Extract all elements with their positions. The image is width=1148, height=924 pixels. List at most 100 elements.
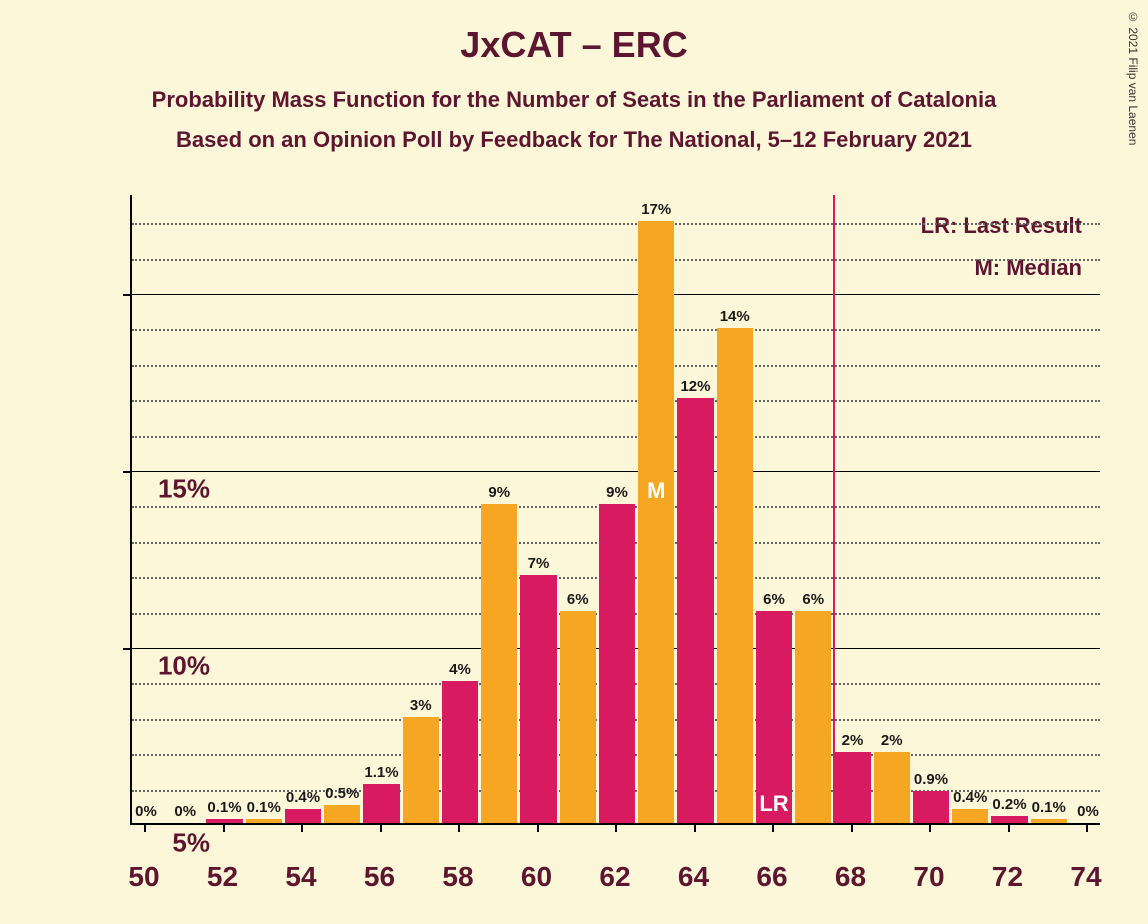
bar: 0.1% — [1031, 819, 1067, 823]
x-axis-label: 66 — [756, 861, 787, 893]
x-tick-mark — [694, 825, 696, 832]
bar: 2% — [834, 752, 870, 823]
bar-value-label: 17% — [641, 201, 671, 221]
x-tick-mark — [458, 825, 460, 832]
bar: 0.4% — [952, 809, 988, 823]
y-tick-mark — [123, 294, 130, 296]
x-tick-mark — [144, 825, 146, 832]
bar: 1.1% — [363, 784, 399, 823]
gridline-minor — [132, 436, 1100, 438]
bar-value-label: 0.1% — [1032, 799, 1066, 819]
bar: 6%LR — [756, 611, 792, 823]
bar: 0.2% — [991, 816, 1027, 823]
last-result-marker: LR — [759, 791, 788, 817]
x-tick-mark — [1086, 825, 1088, 832]
bar: 6% — [560, 611, 596, 823]
legend-m: M: Median — [921, 247, 1082, 289]
bar: 0.4% — [285, 809, 321, 823]
last-result-line — [833, 195, 835, 823]
bar: 7% — [520, 575, 556, 823]
gridline-major — [132, 471, 1100, 472]
bar-value-label: 9% — [488, 484, 510, 504]
x-axis-label: 70 — [913, 861, 944, 893]
x-tick-mark — [615, 825, 617, 832]
x-axis-label: 64 — [678, 861, 709, 893]
x-axis-label: 60 — [521, 861, 552, 893]
y-axis-label: 10% — [158, 651, 210, 682]
bar-value-label: 4% — [449, 661, 471, 681]
bar: 2% — [874, 752, 910, 823]
x-axis-label: 74 — [1070, 861, 1101, 893]
x-axis-label: 56 — [364, 861, 395, 893]
x-tick-mark — [537, 825, 539, 832]
bar-value-label: 3% — [410, 697, 432, 717]
subtitle-line-1: Probability Mass Function for the Number… — [0, 80, 1148, 120]
y-tick-mark — [123, 648, 130, 650]
bar: 0.1% — [206, 819, 242, 823]
x-axis-label: 52 — [207, 861, 238, 893]
gridline-minor — [132, 223, 1100, 225]
bar-value-label: 0.1% — [247, 799, 281, 819]
legend: LR: Last Result M: Median — [921, 205, 1082, 289]
chart-subtitle: Probability Mass Function for the Number… — [0, 66, 1148, 159]
copyright-text: © 2021 Filip van Laenen — [1126, 10, 1140, 145]
gridline-minor — [132, 365, 1100, 367]
bar-value-label: 0.5% — [325, 785, 359, 805]
bar: 9% — [481, 504, 517, 823]
x-tick-mark — [772, 825, 774, 832]
bar-value-label: 0% — [174, 803, 196, 823]
bar-value-label: 0.2% — [992, 796, 1026, 816]
y-tick-mark — [123, 471, 130, 473]
bar-value-label: 1.1% — [364, 764, 398, 784]
y-axis-label: 5% — [172, 828, 210, 859]
bar: 12% — [677, 398, 713, 823]
bar: 14% — [717, 328, 753, 824]
bar-value-label: 0.4% — [953, 789, 987, 809]
x-tick-mark — [1008, 825, 1010, 832]
x-axis-label: 58 — [442, 861, 473, 893]
gridline-minor — [132, 400, 1100, 402]
bar: 0.1% — [246, 819, 282, 823]
x-tick-mark — [851, 825, 853, 832]
x-axis-label: 72 — [992, 861, 1023, 893]
plot-area: LR: Last Result M: Median 0%0%0.1%0.1%0.… — [130, 195, 1100, 825]
bar-value-label: 9% — [606, 484, 628, 504]
x-tick-mark — [223, 825, 225, 832]
legend-lr: LR: Last Result — [921, 205, 1082, 247]
subtitle-line-2: Based on an Opinion Poll by Feedback for… — [0, 120, 1148, 160]
bar-value-label: 0% — [1077, 803, 1099, 823]
median-marker: M — [647, 478, 665, 504]
gridline-minor — [132, 329, 1100, 331]
x-axis-label: 68 — [835, 861, 866, 893]
x-axis-label: 54 — [285, 861, 316, 893]
bar-value-label: 6% — [763, 591, 785, 611]
bar-value-label: 0.4% — [286, 789, 320, 809]
bar-value-label: 0% — [135, 803, 157, 823]
bar-value-label: 0.9% — [914, 771, 948, 791]
bar-value-label: 7% — [528, 555, 550, 575]
bar: 17%M — [638, 221, 674, 823]
x-axis-label: 50 — [128, 861, 159, 893]
bar: 9% — [599, 504, 635, 823]
bar: 0.5% — [324, 805, 360, 823]
gridline-minor — [132, 259, 1100, 261]
x-tick-mark — [380, 825, 382, 832]
gridline-major — [132, 294, 1100, 295]
bar-value-label: 6% — [802, 591, 824, 611]
x-axis-label: 62 — [599, 861, 630, 893]
x-tick-mark — [301, 825, 303, 832]
x-tick-mark — [929, 825, 931, 832]
bar-value-label: 12% — [680, 378, 710, 398]
chart-title: JxCAT – ERC — [0, 0, 1148, 66]
bar: 0.9% — [913, 791, 949, 823]
bar-value-label: 14% — [720, 308, 750, 328]
y-axis-label: 15% — [158, 474, 210, 505]
chart-area: LR: Last Result M: Median 0%0%0.1%0.1%0.… — [60, 195, 1120, 895]
bar: 4% — [442, 681, 478, 823]
bar: 6% — [795, 611, 831, 823]
bar-value-label: 0.1% — [207, 799, 241, 819]
bar: 3% — [403, 717, 439, 823]
bar-value-label: 2% — [881, 732, 903, 752]
bar-value-label: 2% — [842, 732, 864, 752]
bar-value-label: 6% — [567, 591, 589, 611]
